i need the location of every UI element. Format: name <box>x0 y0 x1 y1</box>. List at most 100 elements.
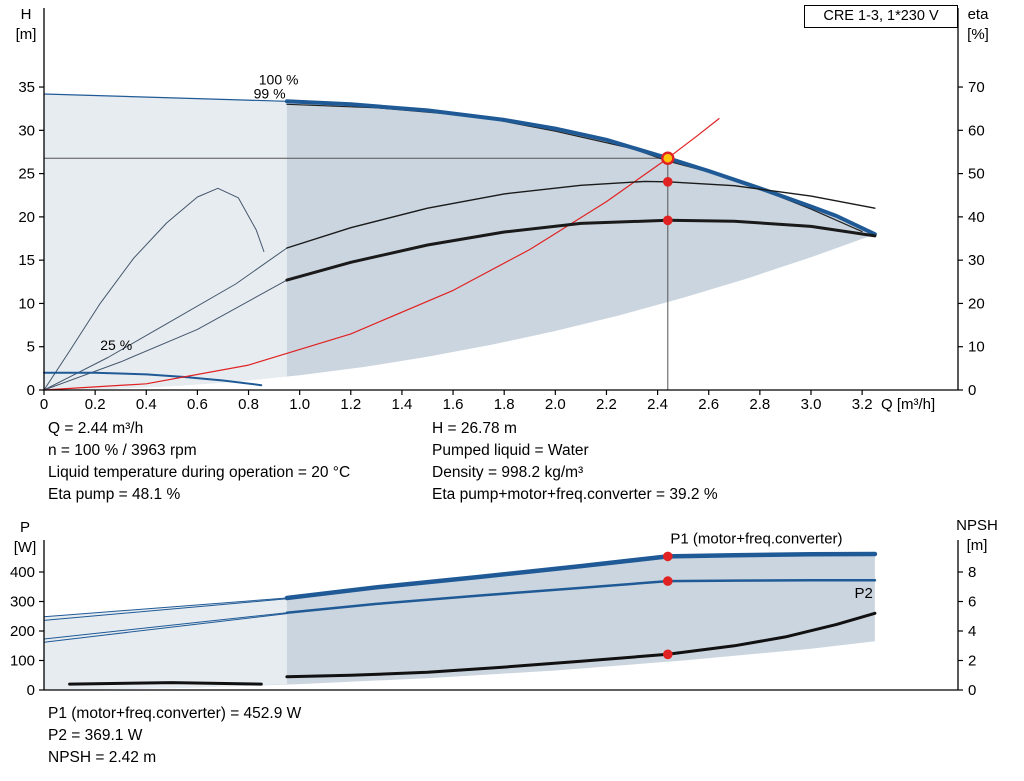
y-right-tick-label: 30 <box>968 252 985 269</box>
power-info-block: P1 (motor+freq.converter) = 452.9 W P2 =… <box>48 703 301 769</box>
power-npsh-chart: 0 100 200 300 400 0 2 4 6 8 P [W] NPSH [m] P1 (motor+f… <box>10 517 998 699</box>
y-left-axis-title: H <box>21 6 32 23</box>
y-left-tick-label: 5 <box>27 339 35 356</box>
x-tick-label: 3.2 <box>852 396 873 412</box>
x-tick-label: 0.6 <box>187 396 208 412</box>
y-left-tick-label: 30 <box>18 122 35 139</box>
x-tick-label: 0.2 <box>85 396 106 412</box>
speed-value: n = 100 % / 3963 rpm <box>48 442 197 459</box>
y-right-tick-label: 0 <box>968 682 976 699</box>
y-right-tick-label: 2 <box>968 653 976 670</box>
y-right-axis-title: eta <box>968 6 990 23</box>
y-left-tick-label: 300 <box>10 594 35 611</box>
x-tick-label: 1.4 <box>392 396 413 412</box>
eta-pump-value: Eta pump = 48.1 % <box>48 486 181 503</box>
x-tick-label: 0 <box>40 396 48 412</box>
y-right-axis-title: [m] <box>967 537 988 554</box>
y-left-tick-label: 400 <box>10 564 35 581</box>
fan-line-1 <box>43 247 288 391</box>
density-value: Density = 998.2 kg/m³ <box>432 464 584 481</box>
y-right-axis-title: [%] <box>967 26 989 43</box>
system-curve <box>43 117 720 391</box>
fan-arc <box>43 187 265 391</box>
y-right-tick-label: 60 <box>968 122 985 139</box>
duty-info-right: H = 26.78 m Pumped liquid = Water Densit… <box>432 418 718 506</box>
y-right-tick-label: 0 <box>968 382 976 399</box>
label-p2: P2 <box>854 585 872 602</box>
q-value: Q = 2.44 m³/h <box>48 420 144 437</box>
x-tick-label: 0.8 <box>238 396 259 412</box>
y-left-tick-label: 20 <box>18 209 35 226</box>
y-left-tick-label: 35 <box>18 79 35 96</box>
eta-total-duty-dot[interactable] <box>663 215 673 226</box>
head-eta-chart: 0 0.2 0.4 0.6 0.8 1.0 1.2 1.4 1.6 1.8 2.0 2.2 2.4 2.6… <box>16 6 990 412</box>
npsh-curve <box>285 611 877 679</box>
head-curve-25pct <box>43 371 263 387</box>
y-right-tick-label: 50 <box>968 166 985 183</box>
eta-pump-duty-dot[interactable] <box>663 177 673 187</box>
p1-curve <box>284 551 878 601</box>
npsh-value: NPSH = 2.42 m <box>48 749 157 766</box>
p1-duty-dot[interactable] <box>663 551 673 562</box>
y-right-tick-label: 6 <box>968 594 976 611</box>
y-right-tick-label: 10 <box>968 339 985 356</box>
p1-value: P1 (motor+freq.converter) = 452.9 W <box>48 705 302 722</box>
y-left-tick-label: 0 <box>27 682 35 699</box>
label-99pct: 99 % <box>254 85 286 101</box>
x-tick-label: 2.2 <box>596 396 617 412</box>
y-left-axis-title: [W] <box>14 539 37 556</box>
y-left-axis-title: [m] <box>16 26 37 43</box>
x-axis-title: Q [m³/h] <box>881 396 935 412</box>
y-right-tick-label: 4 <box>968 623 976 640</box>
y-left-tick-label: 100 <box>10 653 35 670</box>
x-tick-label: 1.0 <box>289 396 310 412</box>
p2-value: P2 = 369.1 W <box>48 727 143 744</box>
x-tick-label: 2.6 <box>698 396 719 412</box>
y-right-tick-label: 8 <box>968 564 976 581</box>
x-tick-label: 0.4 <box>136 396 157 412</box>
y-right-axis-title: NPSH <box>956 517 998 534</box>
npsh-low-flow-segment <box>68 681 263 686</box>
low-flow-overlay <box>44 598 287 690</box>
eta-total-curve <box>285 218 877 282</box>
y-left-tick-label: 10 <box>18 295 35 312</box>
eta-total-value: Eta pump+motor+freq.converter = 39.2 % <box>432 486 718 503</box>
duty-info-block: Q = 2.44 m³/h n = 100 % / 3963 rpm Liqui… <box>48 418 718 506</box>
npsh-duty-dot[interactable] <box>663 649 673 660</box>
x-tick-label: 1.6 <box>443 396 464 412</box>
temperature-value: Liquid temperature during operation = 20… <box>48 464 351 481</box>
p2-extrapolation-a <box>43 612 288 640</box>
eta-pump-curve <box>286 180 876 249</box>
y-left-tick-label: 15 <box>18 252 35 269</box>
label-25pct: 25 % <box>100 337 132 353</box>
p1-extrapolation-a <box>43 597 288 618</box>
h-value: H = 26.78 m <box>432 420 517 437</box>
x-tick-label: 2.8 <box>749 396 770 412</box>
y-right-tick-label: 70 <box>968 79 985 96</box>
p2-duty-dot[interactable] <box>663 576 673 586</box>
x-tick-label: 1.2 <box>340 396 361 412</box>
y-right-tick-label: 40 <box>968 209 985 226</box>
p1-extrapolation-b <box>43 598 288 621</box>
label-p1: P1 (motor+freq.converter) <box>670 531 842 548</box>
x-tick-label: 2.4 <box>647 396 668 412</box>
duty-info-left: Q = 2.44 m³/h n = 100 % / 3963 rpm Liqui… <box>48 418 432 506</box>
y-left-tick-label: 25 <box>18 166 35 183</box>
y-right-tick-label: 20 <box>968 295 985 312</box>
upper-bound-line <box>43 93 288 102</box>
label-100pct: 100 % <box>259 71 299 87</box>
x-tick-label: 1.8 <box>494 396 515 412</box>
y-left-tick-label: 200 <box>10 623 35 640</box>
x-tick-label: 2.0 <box>545 396 566 412</box>
y-left-axis-title: P <box>20 519 30 536</box>
fan-line-2 <box>43 279 288 391</box>
duty-point-marker[interactable] <box>661 151 675 165</box>
low-flow-overlay <box>44 94 287 390</box>
y-left-tick-label: 0 <box>27 382 35 399</box>
p2-curve <box>285 579 877 614</box>
pump-model-badge: CRE 1-3, 1*230 V <box>804 5 958 28</box>
x-tick-label: 3.0 <box>801 396 822 412</box>
head-curve-100pct <box>284 99 877 237</box>
liquid-value: Pumped liquid = Water <box>432 442 589 459</box>
